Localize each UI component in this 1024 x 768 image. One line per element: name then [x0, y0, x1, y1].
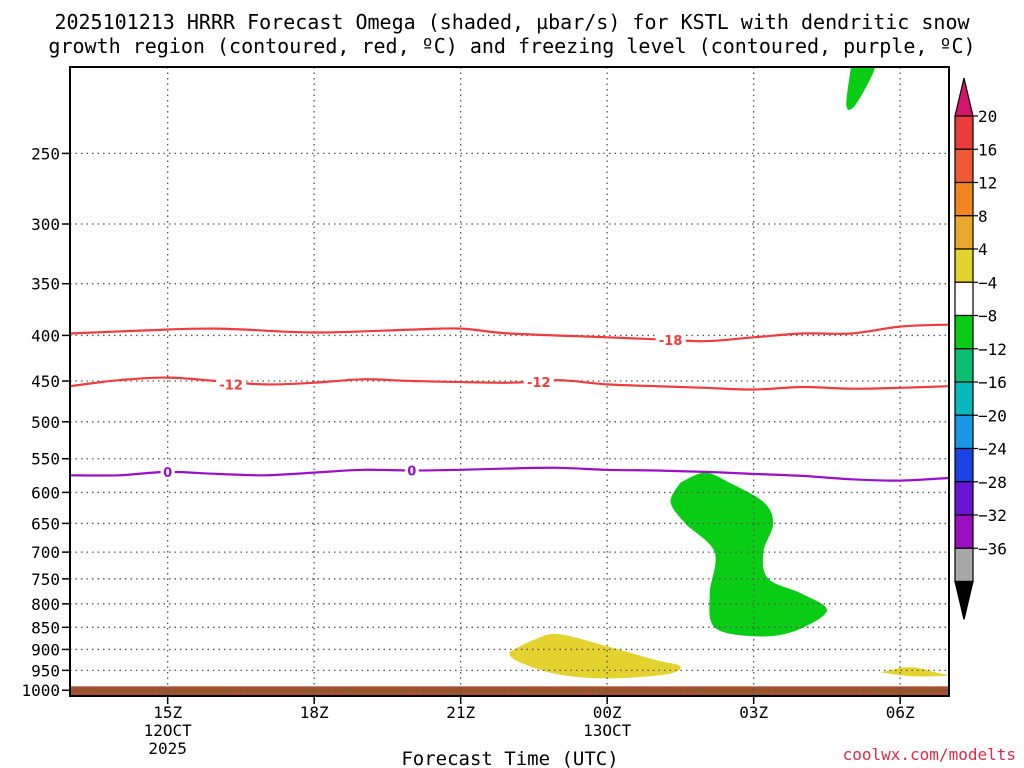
colorbar-label-6: −8: [978, 307, 997, 326]
colorbar-label-1: 16: [978, 140, 997, 159]
y-tick-label-900: 900: [31, 640, 60, 659]
colorbar-segment-1: [954, 148, 974, 184]
colorbar-label-0: 20: [978, 107, 997, 126]
x-tick-label-15-0: 15Z: [153, 703, 182, 722]
contour-label-bg: [216, 376, 247, 392]
x-tick-label-24-1: 13OCT: [583, 721, 632, 740]
colorbar-segment-7: [954, 348, 974, 383]
contour-line-0: [70, 323, 949, 343]
colorbar-segment-0: [954, 115, 974, 150]
colorbar-segment-4: [954, 248, 974, 283]
colorbar-segment-8: [954, 381, 974, 416]
colorbar-label-2: 12: [978, 174, 997, 193]
colorbar-segment-9: [954, 414, 974, 450]
colorbar-segment-6: [954, 314, 974, 350]
y-tick-label-300: 300: [31, 215, 60, 234]
omega-region-2: [509, 633, 681, 679]
omega-shading-layer: [509, 67, 949, 679]
x-tick-label-24-0: 00Z: [593, 703, 622, 722]
x-tick-label-18-0: 18Z: [300, 703, 329, 722]
omega-region-0: [846, 67, 876, 110]
y-tick-label-750: 750: [31, 570, 60, 589]
colorbar: 20 16 12 8 4 −4 −8 −12 −16 −20 −24 −28 −32 −36: [954, 77, 1007, 620]
x-tick-label-30-0: 06Z: [886, 703, 915, 722]
contour-label-bg: [160, 463, 175, 479]
colorbar-label-11: −28: [978, 473, 1007, 492]
ground-layer: [70, 686, 949, 696]
contour-label-bg: [523, 373, 554, 389]
y-tick-label-950: 950: [31, 661, 60, 680]
contour-label-2-0: 0: [163, 466, 172, 481]
contour-label-0-0: -18: [659, 334, 683, 349]
ground-fill: [70, 686, 949, 696]
y-axis: 250 300 350 400 450 500 550 600 650 700 750 800 850 9…: [21, 144, 70, 700]
watermark: coolwx.com/modelts: [843, 745, 1016, 764]
y-tick-label-650: 650: [31, 514, 60, 533]
contour-layer: -18 -12 -12 0 0: [70, 323, 949, 482]
chart-title-line-2: growth region (contoured, red, ºC) and f…: [48, 34, 975, 58]
x-axis-label: Forecast Time (UTC): [401, 748, 618, 768]
colorbar-label-9: −20: [978, 406, 1007, 425]
y-tick-label-700: 700: [31, 543, 60, 562]
colorbar-bottom-arrow: [954, 580, 974, 620]
x-tick-label-15-1: 12OCT: [144, 721, 193, 740]
omega-region-1: [670, 472, 828, 637]
contour-label-bg: [655, 332, 686, 348]
colorbar-label-7: −12: [978, 340, 1007, 359]
colorbar-label-8: −16: [978, 373, 1007, 392]
y-tick-label-500: 500: [31, 413, 60, 432]
y-tick-label-400: 400: [31, 326, 60, 345]
y-tick-label-850: 850: [31, 618, 60, 637]
y-tick-label-450: 450: [31, 372, 60, 391]
contour-line-2: [70, 466, 949, 482]
y-tick-label-350: 350: [31, 275, 60, 294]
y-tick-label-550: 550: [31, 450, 60, 469]
colorbar-label-13: −36: [978, 539, 1007, 558]
contour-line-1: [70, 376, 949, 391]
contour-label-bg: [404, 462, 419, 478]
colorbar-segment-5: [954, 281, 974, 317]
chart-title-line-1: 2025101213 HRRR Forecast Omega (shaded, …: [54, 10, 970, 34]
x-tick-label-15-2: 2025: [148, 739, 187, 758]
x-tick-label-21-0: 21Z: [446, 703, 475, 722]
contour-label-1-1: -12: [527, 376, 551, 391]
colorbar-segment-2: [954, 181, 974, 217]
y-tick-label-800: 800: [31, 595, 60, 614]
colorbar-segment-13: [954, 547, 974, 583]
colorbar-label-12: −32: [978, 506, 1007, 525]
x-tick-label-27-0: 03Z: [739, 703, 768, 722]
colorbar-label-4: 4: [978, 240, 988, 259]
y-tick-label-600: 600: [31, 483, 60, 502]
colorbar-label-10: −24: [978, 440, 1007, 459]
y-tick-label-250: 250: [31, 144, 60, 163]
y-tick-label-1000: 1000: [21, 681, 60, 700]
colorbar-segment-3: [954, 215, 974, 250]
colorbar-label-5: −4: [978, 273, 997, 292]
colorbar-top-arrow: [954, 77, 974, 117]
colorbar-segment-12: [954, 514, 974, 549]
colorbar-segment-11: [954, 481, 974, 516]
contour-label-1-0: -12: [219, 378, 243, 393]
colorbar-label-3: 8: [978, 207, 988, 226]
grid-layer: [70, 67, 949, 696]
omega-region-3: [880, 667, 949, 677]
colorbar-segment-10: [954, 447, 974, 483]
contour-label-2-1: 0: [407, 465, 416, 480]
